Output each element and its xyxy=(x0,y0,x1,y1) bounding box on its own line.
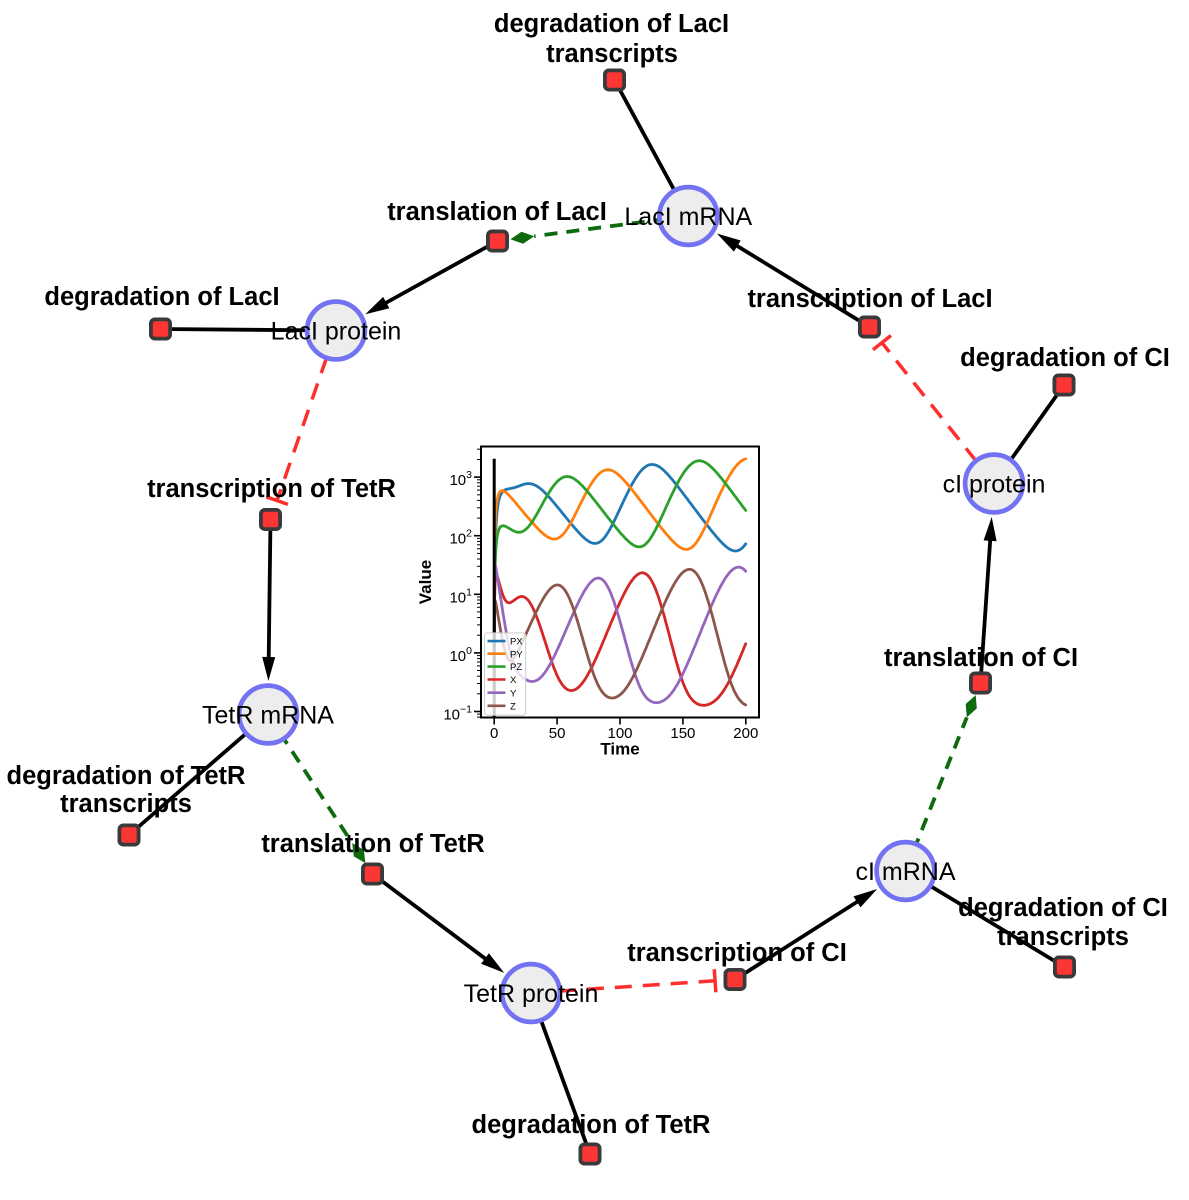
svg-text:150: 150 xyxy=(670,725,695,742)
svg-text:degradation of CI: degradation of CI xyxy=(958,894,1168,922)
svg-text:PX: PX xyxy=(510,637,523,648)
svg-text:degradation of LacI: degradation of LacI xyxy=(494,10,729,38)
svg-text:Value: Value xyxy=(416,560,435,604)
svg-text:degradation of TetR: degradation of TetR xyxy=(472,1111,711,1139)
svg-text:Time: Time xyxy=(600,740,639,759)
svg-text:degradation of TetR: degradation of TetR xyxy=(7,762,246,790)
svg-text:cI protein: cI protein xyxy=(943,471,1046,499)
svg-text:PY: PY xyxy=(510,649,523,660)
svg-text:X: X xyxy=(510,675,517,686)
svg-text:translation of TetR: translation of TetR xyxy=(261,830,484,858)
svg-text:transcripts: transcripts xyxy=(546,40,678,68)
svg-text:50: 50 xyxy=(549,725,566,742)
svg-text:PZ: PZ xyxy=(510,662,522,673)
svg-text:200: 200 xyxy=(733,725,758,742)
svg-text:transcripts: transcripts xyxy=(997,923,1129,951)
svg-text:LacI mRNA: LacI mRNA xyxy=(624,203,752,231)
svg-text:Y: Y xyxy=(510,688,517,699)
svg-text:cI mRNA: cI mRNA xyxy=(856,858,956,886)
svg-text:translation of CI: translation of CI xyxy=(884,644,1078,672)
svg-text:transcription of LacI: transcription of LacI xyxy=(747,285,992,313)
svg-text:TetR mRNA: TetR mRNA xyxy=(202,702,334,730)
svg-text:degradation of LacI: degradation of LacI xyxy=(44,283,279,311)
svg-text:TetR protein: TetR protein xyxy=(464,980,599,1008)
svg-text:100: 100 xyxy=(607,725,632,742)
svg-text:0: 0 xyxy=(490,725,498,742)
svg-text:transcription of TetR: transcription of TetR xyxy=(147,475,396,503)
svg-text:transcription of CI: transcription of CI xyxy=(627,939,847,967)
svg-text:translation of LacI: translation of LacI xyxy=(387,198,607,226)
svg-text:Z: Z xyxy=(510,701,516,712)
svg-text:transcripts: transcripts xyxy=(60,790,192,818)
svg-text:LacI protein: LacI protein xyxy=(271,318,402,346)
svg-text:degradation of CI: degradation of CI xyxy=(960,344,1170,372)
